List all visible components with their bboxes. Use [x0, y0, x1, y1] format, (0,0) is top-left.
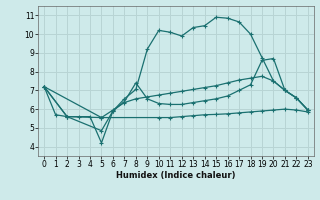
- X-axis label: Humidex (Indice chaleur): Humidex (Indice chaleur): [116, 171, 236, 180]
